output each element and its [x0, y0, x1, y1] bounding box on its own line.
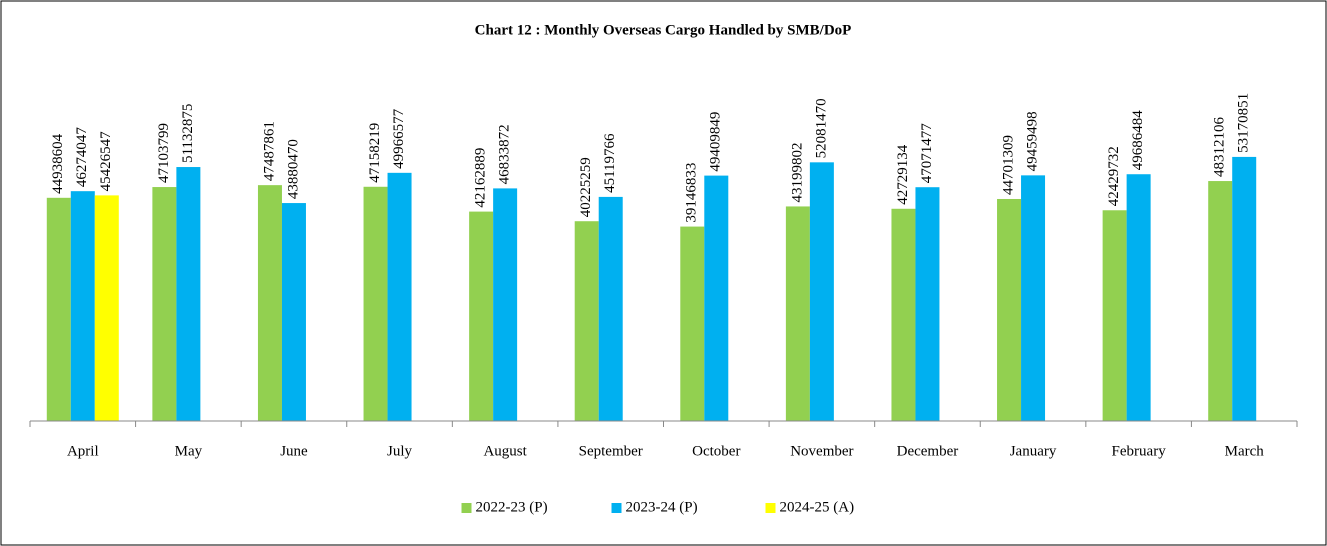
bar — [1102, 210, 1127, 421]
x-tick-label: October — [692, 443, 740, 459]
bar — [257, 185, 282, 421]
x-tick-label: February — [1112, 443, 1167, 459]
data-label: 52081470 — [813, 98, 829, 158]
data-label: 49459498 — [1024, 111, 1040, 171]
x-tick-label: March — [1225, 443, 1265, 459]
data-label: 44701309 — [1000, 135, 1016, 195]
bar — [1021, 175, 1046, 421]
bar — [809, 162, 834, 421]
data-label: 42162889 — [473, 148, 489, 208]
bar — [598, 196, 623, 421]
bar — [493, 188, 518, 421]
bar — [891, 208, 916, 421]
bar — [281, 203, 306, 421]
data-label: 48312106 — [1212, 117, 1228, 178]
bar — [46, 197, 71, 421]
legend-swatch — [765, 503, 776, 513]
bar — [1232, 156, 1257, 422]
legend-swatch — [461, 503, 472, 513]
data-label: 45119766 — [602, 133, 618, 193]
legend-label: 2024-25 (A) — [780, 499, 855, 515]
data-label: 47158219 — [367, 123, 383, 183]
x-tick-label: January — [1010, 443, 1057, 459]
data-label: 46833872 — [497, 124, 513, 184]
bar — [70, 191, 95, 421]
bar — [997, 198, 1022, 421]
x-tick-label: August — [483, 443, 527, 459]
bar — [574, 221, 599, 421]
data-label: 51132875 — [180, 104, 196, 163]
data-label: 47103799 — [156, 123, 172, 183]
data-label: 53170851 — [1236, 93, 1252, 153]
data-label: 39146833 — [684, 163, 700, 223]
x-tick-label: July — [387, 443, 413, 459]
bar — [704, 175, 729, 421]
x-tick-label: June — [280, 443, 308, 459]
data-label: 42429732 — [1106, 146, 1122, 206]
x-tick-label: December — [897, 443, 959, 459]
data-label: 44938604 — [50, 133, 66, 194]
x-tick-label: September — [579, 443, 643, 459]
x-tick-label: April — [67, 443, 99, 459]
data-label: 47071477 — [919, 123, 935, 184]
x-tick-label: May — [175, 443, 203, 459]
bar — [176, 167, 201, 421]
data-label: 46274047 — [74, 127, 90, 187]
bar — [785, 206, 810, 421]
data-label: 49966577 — [391, 108, 407, 169]
data-label: 49686484 — [1130, 110, 1146, 171]
data-label: 49409849 — [708, 112, 724, 172]
data-label: 45426547 — [98, 131, 114, 191]
bar — [363, 186, 388, 421]
bar — [387, 172, 412, 421]
legend-label: 2022-23 (P) — [476, 499, 548, 515]
legend-label: 2023-24 (P) — [626, 499, 698, 515]
data-label: 43199802 — [789, 142, 805, 202]
bar — [1208, 181, 1233, 421]
bar — [94, 195, 119, 421]
bar — [680, 226, 705, 421]
data-label: 40225259 — [578, 157, 594, 217]
legend-swatch — [611, 503, 622, 513]
bar — [469, 211, 494, 421]
data-label: 47487861 — [261, 121, 277, 181]
bar — [152, 187, 177, 421]
chart-title: Chart 12 : Monthly Overseas Cargo Handle… — [475, 22, 852, 38]
bar — [915, 187, 940, 421]
x-tick-label: November — [790, 443, 853, 459]
data-label: 43880470 — [285, 139, 301, 199]
bar — [1126, 174, 1151, 421]
data-label: 42729134 — [895, 144, 911, 205]
